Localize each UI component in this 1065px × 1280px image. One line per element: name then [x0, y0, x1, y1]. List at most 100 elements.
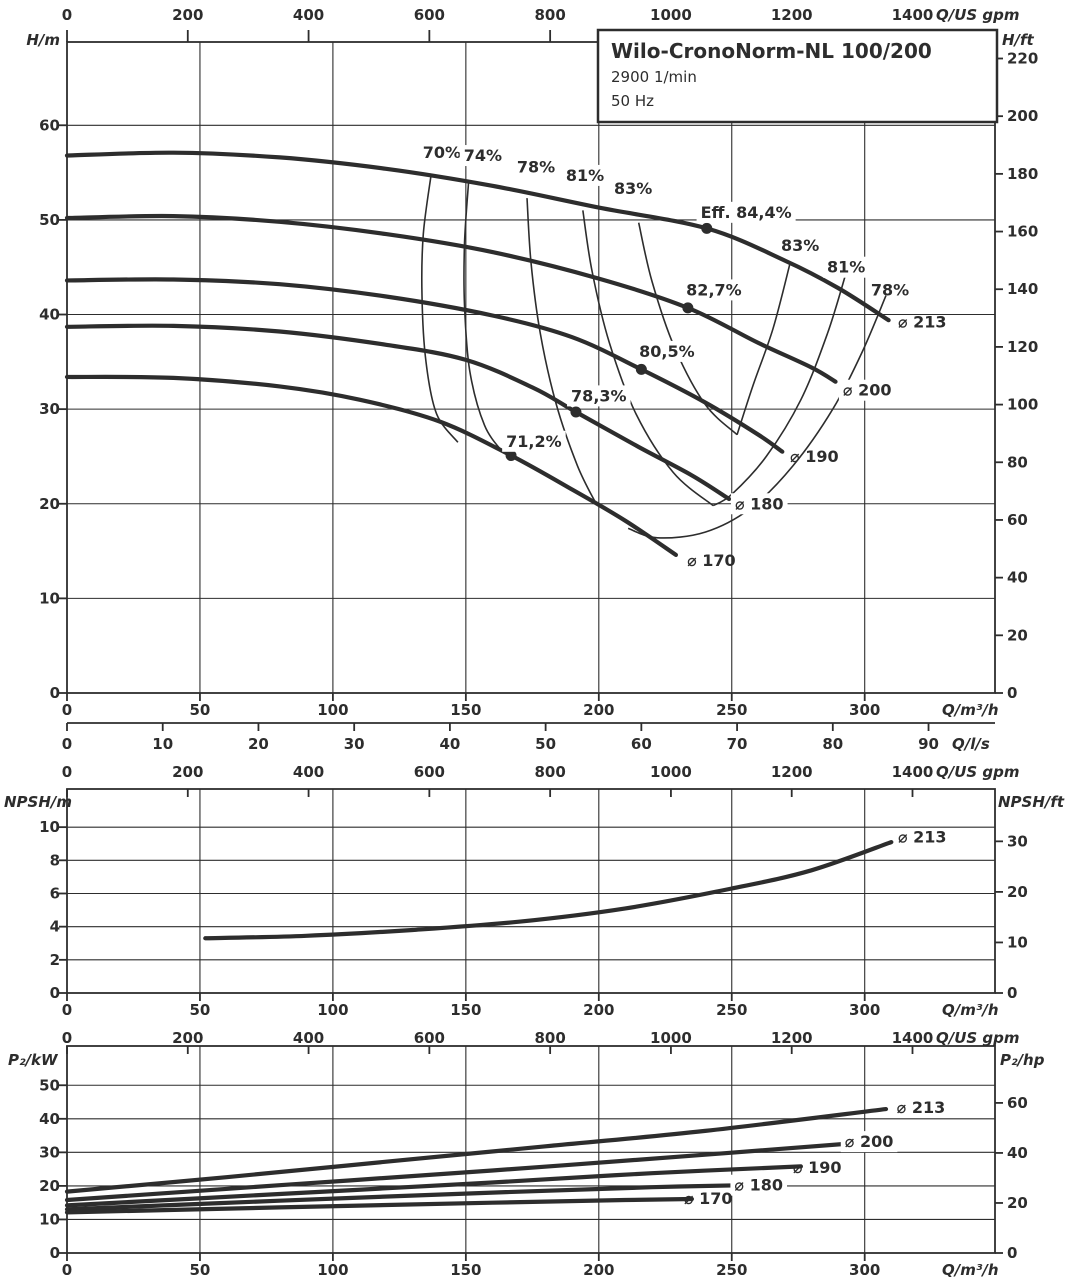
- curve-⌀213: [64, 150, 891, 323]
- diameter-label: ⌀ 200: [845, 1132, 894, 1151]
- curve-⌀180: [64, 323, 732, 502]
- tick-label-gpm: 1400: [892, 763, 934, 781]
- tick-label-hp: 20: [1007, 1194, 1028, 1212]
- tick-label-hp: 60: [1007, 1094, 1028, 1112]
- axis-unit-label: Q/US gpm: [936, 6, 1020, 24]
- tick-label-m: 0: [50, 984, 60, 1002]
- title-box-frame: [596, 28, 999, 124]
- efficiency-label: 81%: [566, 166, 604, 185]
- efficiency-label: 80,5%: [639, 342, 695, 361]
- diameter-label: ⌀ 180: [735, 494, 784, 513]
- plot-border: [66, 788, 996, 994]
- tick-label-gpm: 200: [172, 1029, 203, 1047]
- tick-label-m: 4: [50, 918, 60, 936]
- tick-label-gpm: 800: [534, 763, 565, 781]
- axis-unit-label: Q/l/s: [952, 735, 990, 753]
- tick-label-m3h: 50: [190, 1001, 211, 1019]
- pump-frequency: 50 Hz: [611, 92, 654, 110]
- efficiency-label: 74%: [464, 146, 502, 165]
- tick-label-kW: 50: [39, 1076, 60, 1094]
- tick-label-ft: 220: [1007, 50, 1038, 68]
- tick-label-ls: 60: [631, 735, 652, 753]
- tick-label-m3h: 100: [317, 1261, 348, 1279]
- curve-⌀213: [203, 840, 894, 941]
- tick-label-m3h: 250: [716, 1001, 747, 1019]
- efficiency-point-dot: [635, 363, 647, 375]
- tick-label-m3h: 0: [62, 1001, 72, 1019]
- axis-unit-label: Q/US gpm: [936, 763, 1020, 781]
- efficiency-label: 70%: [423, 143, 461, 162]
- tick-label-ft: 120: [1007, 338, 1038, 356]
- curve-⌀213: [64, 1107, 889, 1194]
- tick-label-ft: 140: [1007, 280, 1038, 298]
- tick-label-m: 20: [39, 495, 60, 513]
- curve-⌀170: [64, 1196, 694, 1215]
- efficiency-contour-eff-70-left: [420, 173, 459, 443]
- label-background: [459, 145, 507, 167]
- label-background: [502, 430, 566, 452]
- axis-unit-label: P₂/kW: [8, 1051, 59, 1069]
- label-background: [730, 493, 788, 515]
- axis-unit-label: Q/m³/h: [942, 701, 999, 719]
- plot-border: [66, 1045, 996, 1254]
- tick-label-gpm: 600: [414, 6, 445, 24]
- tick-label-m: 6: [50, 884, 60, 902]
- diameter-label: ⌀ 190: [790, 447, 839, 466]
- tick-label-ft: 20: [1007, 883, 1028, 901]
- tick-label-ft: 30: [1007, 832, 1028, 850]
- efficiency-label: Eff. 84,4%: [701, 203, 792, 222]
- tick-label-m3h: 0: [62, 701, 72, 719]
- label-background: [696, 201, 796, 223]
- tick-label-ls: 0: [62, 735, 72, 753]
- axis-unit-label: Q/US gpm: [936, 1029, 1020, 1047]
- diameter-label: ⌀ 200: [843, 381, 892, 400]
- label-background: [822, 256, 870, 278]
- efficiency-contour-eff-74-left: [463, 182, 504, 454]
- efficiency-label: 78%: [871, 280, 909, 299]
- tick-label-kW: 10: [39, 1210, 60, 1228]
- tick-label-gpm: 1000: [650, 1029, 692, 1047]
- tick-label-m3h: 300: [849, 701, 880, 719]
- tick-label-gpm: 1400: [892, 1029, 934, 1047]
- tick-label-m: 30: [39, 400, 60, 418]
- tick-label-ft: 20: [1007, 626, 1028, 644]
- tick-label-gpm: 200: [172, 763, 203, 781]
- efficiency-point-dot: [505, 449, 517, 461]
- tick-label-m3h: 300: [849, 1261, 880, 1279]
- tick-label-gpm: 400: [293, 763, 324, 781]
- label-background: [567, 385, 631, 407]
- axis-unit-label: H/ft: [1002, 31, 1035, 49]
- tick-label-ft: 10: [1007, 933, 1028, 951]
- tick-label-m3h: 0: [62, 1261, 72, 1279]
- efficiency-label: 82,7%: [686, 280, 742, 299]
- tick-label-m3h: 150: [450, 1001, 481, 1019]
- curve-⌀180: [64, 1182, 777, 1212]
- tick-label-gpm: 0: [62, 1029, 72, 1047]
- label-background: [840, 1131, 898, 1153]
- tick-label-m: 60: [39, 116, 60, 134]
- efficiency-contour-eff-83-left: [637, 222, 738, 436]
- curve-⌀200: [64, 1140, 859, 1203]
- title-box: Wilo-CronoNorm-NL 100/200 2900 1/min 50 …: [596, 28, 999, 124]
- diameter-label: ⌀ 180: [734, 1176, 783, 1195]
- tick-label-gpm: 600: [414, 763, 445, 781]
- label-background: [838, 379, 896, 401]
- axis-unit-label: P₂/hp: [1000, 1051, 1045, 1069]
- tick-label-ls: 30: [344, 735, 365, 753]
- tick-label-gpm: 400: [293, 6, 324, 24]
- tick-label-m3h: 200: [583, 1261, 614, 1279]
- efficiency-label: 81%: [827, 258, 865, 277]
- tick-label-ft: 0: [1007, 984, 1017, 1002]
- chart-npsh: 0 50 100 150 200 250 300 Q/m³/h0 200 400 600 800 100…: [4, 788, 1065, 1047]
- tick-label-m3h: 100: [317, 1001, 348, 1019]
- tick-label-m3h: 150: [450, 1261, 481, 1279]
- tick-label-gpm: 1200: [771, 763, 813, 781]
- tick-label-gpm: 1000: [650, 763, 692, 781]
- tick-label-gpm: 0: [62, 6, 72, 24]
- tick-label-gpm: 800: [534, 6, 565, 24]
- tick-label-hp: 0: [1007, 1244, 1017, 1262]
- tick-label-gpm: 1200: [771, 6, 813, 24]
- tick-label-m: 0: [50, 684, 60, 702]
